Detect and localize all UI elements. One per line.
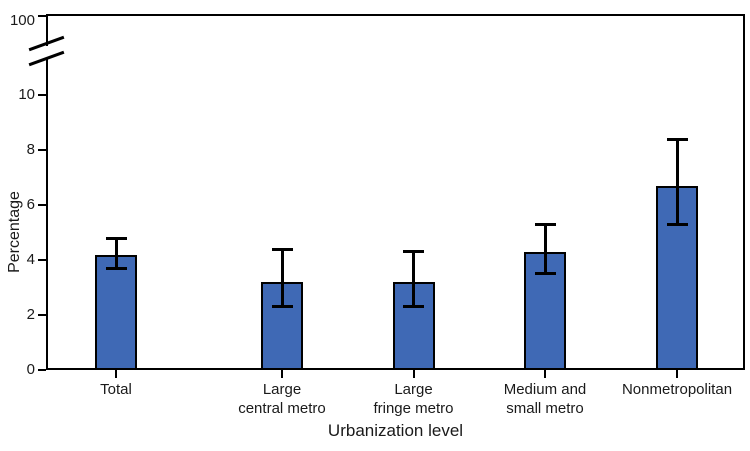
y-tick-label: 2 (26, 305, 35, 323)
error-bar-cap-top (271, 247, 293, 251)
error-bar-line (543, 224, 547, 274)
error-bar-cap-bottom (534, 272, 556, 276)
y-tick-label: 8 (26, 140, 35, 158)
y-tick (38, 313, 46, 316)
error-bar-cap-bottom (105, 266, 127, 270)
category-label: Total (31, 380, 201, 399)
category-label-line: Large (262, 381, 302, 398)
category-label-line: Medium and (503, 381, 587, 398)
y-tick (38, 203, 46, 206)
y-tick-label: 0 (26, 360, 35, 378)
x-tick (676, 370, 678, 378)
x-tick (412, 370, 415, 378)
error-bar-line (114, 238, 118, 269)
y-tick (38, 14, 46, 17)
x-tick (544, 370, 546, 378)
error-bar-line (280, 249, 284, 307)
error-bar-line (412, 251, 415, 307)
y-tick (38, 258, 46, 261)
category-label: Medium and small metro (460, 380, 630, 418)
error-bar-cap-top (534, 222, 556, 226)
error-bar-cap-bottom (666, 222, 688, 226)
bar (95, 254, 137, 370)
y-tick-label: 4 (26, 250, 35, 268)
y-tick (38, 148, 46, 151)
x-axis-label: Urbanization level (327, 421, 464, 440)
bar (392, 282, 435, 370)
category-label: Large central metro (197, 380, 367, 418)
error-bar-cap-bottom (271, 305, 293, 309)
y-tick-label: 10 (18, 85, 35, 103)
category-label-line: Total (100, 381, 132, 398)
axis-break-gap (43, 46, 52, 58)
category-label-line: fringe metro (373, 400, 454, 417)
y-tick (38, 93, 46, 96)
error-bar-cap-top (403, 250, 424, 254)
x-tick (115, 370, 117, 378)
category-label-line: Nonmetropolitan (621, 381, 733, 398)
error-bar-cap-top (105, 236, 127, 240)
y-tick-label: 100 (9, 12, 35, 29)
error-bar-line (675, 139, 679, 225)
error-bar-cap-bottom (403, 305, 424, 309)
category-label-line: Large (394, 381, 433, 398)
error-bar-cap-top (666, 137, 688, 141)
category-label-line: small metro (506, 400, 584, 417)
category-label-line: central metro (238, 400, 326, 417)
y-tick-label: 6 (26, 195, 35, 213)
y-tick (38, 368, 46, 371)
category-label: Large fringe metro (329, 380, 499, 418)
category-label: Nonmetropolitan (592, 380, 750, 399)
y-axis-label: Percentage (6, 191, 23, 273)
bar (524, 251, 566, 370)
x-tick (281, 370, 283, 378)
